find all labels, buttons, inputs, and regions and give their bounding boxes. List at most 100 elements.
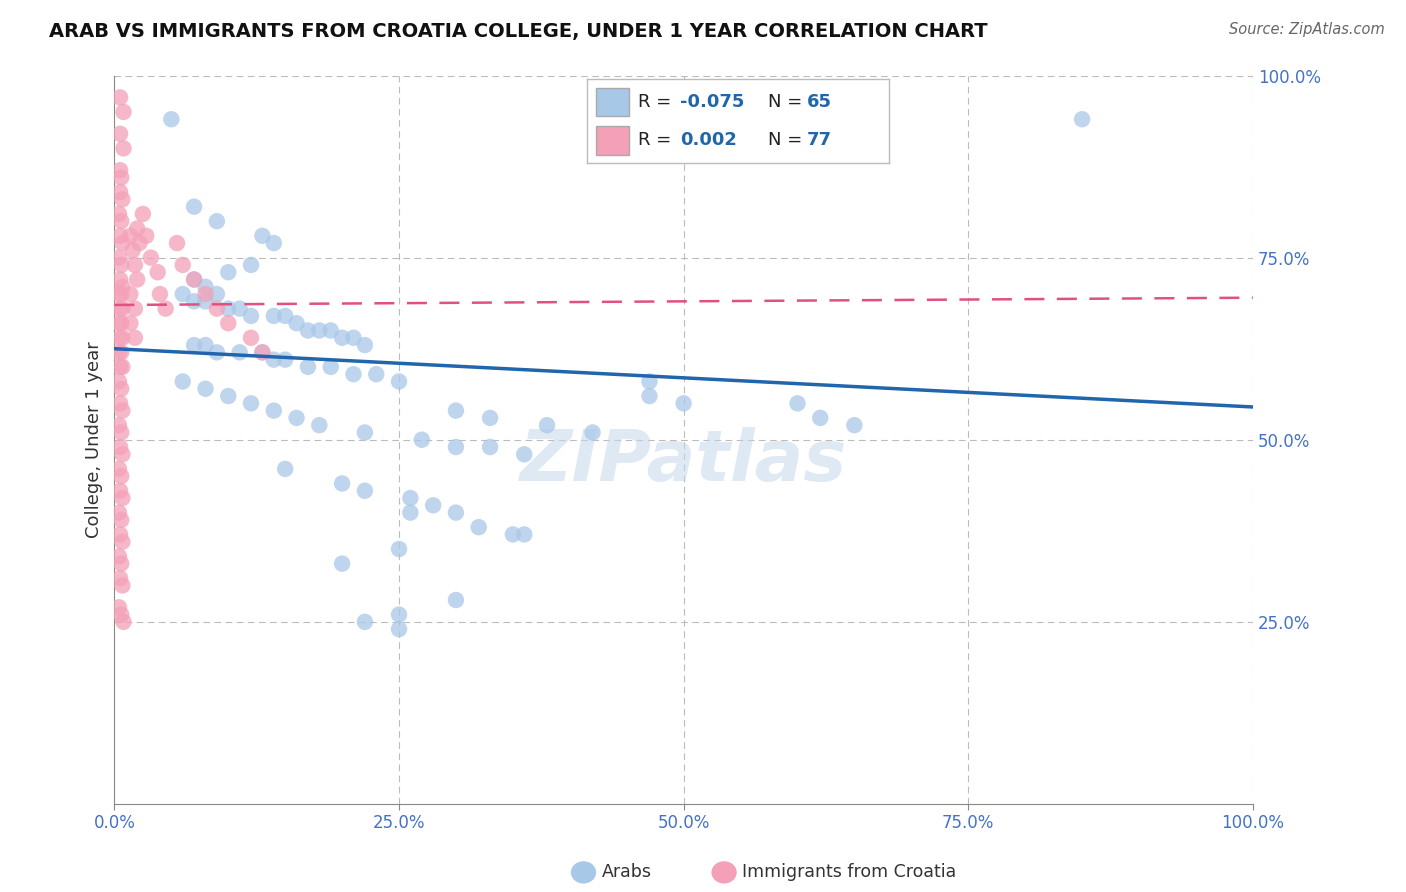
- Point: [388, 541, 411, 556]
- Point: [422, 498, 444, 512]
- Point: [808, 410, 831, 425]
- Point: [120, 316, 142, 330]
- Point: [194, 287, 217, 301]
- Point: [108, 549, 131, 564]
- Point: [108, 483, 131, 498]
- Point: [108, 331, 131, 345]
- Point: [240, 258, 263, 272]
- Point: [112, 104, 135, 119]
- Point: [354, 425, 377, 440]
- Point: [121, 244, 143, 258]
- Point: [411, 433, 433, 447]
- Point: [183, 272, 205, 286]
- Point: [308, 418, 330, 433]
- Point: [444, 593, 467, 607]
- Point: [124, 331, 146, 345]
- Point: [111, 301, 134, 316]
- Point: [399, 506, 422, 520]
- Text: ARAB VS IMMIGRANTS FROM CROATIA COLLEGE, UNDER 1 YEAR CORRELATION CHART: ARAB VS IMMIGRANTS FROM CROATIA COLLEGE,…: [49, 22, 988, 41]
- Point: [108, 359, 131, 374]
- Point: [110, 214, 132, 228]
- Point: [217, 316, 239, 330]
- Point: [205, 214, 228, 228]
- Point: [319, 359, 342, 374]
- Point: [111, 235, 134, 250]
- Point: [108, 440, 131, 454]
- Point: [124, 258, 146, 272]
- Point: [110, 382, 132, 396]
- Point: [297, 323, 319, 337]
- Point: [111, 491, 134, 505]
- Point: [228, 301, 250, 316]
- Point: [252, 345, 274, 359]
- Point: [342, 331, 364, 345]
- Point: [166, 235, 188, 250]
- Point: [172, 287, 194, 301]
- Point: [155, 301, 177, 316]
- Point: [128, 235, 150, 250]
- Y-axis label: College, Under 1 year: College, Under 1 year: [86, 342, 103, 538]
- Point: [228, 345, 250, 359]
- Point: [205, 345, 228, 359]
- Point: [194, 294, 217, 309]
- Point: [388, 375, 411, 389]
- Point: [111, 331, 134, 345]
- Point: [111, 359, 134, 374]
- Point: [111, 447, 134, 461]
- Point: [108, 185, 131, 199]
- Point: [388, 622, 411, 636]
- Point: [274, 352, 297, 367]
- Point: [263, 352, 285, 367]
- Point: [172, 375, 194, 389]
- Point: [444, 506, 467, 520]
- Point: [672, 396, 695, 410]
- Point: [308, 323, 330, 337]
- Text: Immigrants from Croatia: Immigrants from Croatia: [742, 863, 956, 881]
- Point: [330, 331, 353, 345]
- Point: [110, 607, 132, 622]
- Point: [112, 615, 135, 629]
- Point: [513, 447, 536, 461]
- Point: [217, 389, 239, 403]
- Point: [110, 557, 132, 571]
- Point: [342, 367, 364, 381]
- Point: [786, 396, 808, 410]
- Point: [240, 309, 263, 323]
- Point: [108, 251, 131, 265]
- Point: [205, 287, 228, 301]
- Point: [108, 228, 131, 243]
- Point: [110, 287, 132, 301]
- Point: [132, 207, 155, 221]
- Point: [479, 440, 502, 454]
- Point: [127, 272, 149, 286]
- Point: [111, 192, 134, 206]
- Point: [111, 578, 134, 592]
- Point: [330, 557, 353, 571]
- Point: [274, 309, 297, 323]
- Point: [263, 235, 285, 250]
- Point: [638, 389, 661, 403]
- Point: [110, 170, 132, 185]
- Point: [252, 345, 274, 359]
- Point: [205, 301, 228, 316]
- Point: [111, 279, 134, 293]
- Point: [111, 534, 134, 549]
- Point: [217, 301, 239, 316]
- Point: [183, 200, 205, 214]
- Point: [108, 301, 131, 316]
- Point: [274, 462, 297, 476]
- Point: [1071, 112, 1094, 127]
- Point: [217, 265, 239, 279]
- Point: [354, 483, 377, 498]
- Point: [263, 309, 285, 323]
- Point: [110, 425, 132, 440]
- Point: [444, 440, 467, 454]
- Point: [502, 527, 524, 541]
- Point: [240, 331, 263, 345]
- Point: [240, 396, 263, 410]
- Point: [110, 469, 132, 483]
- Point: [581, 425, 603, 440]
- Point: [108, 462, 131, 476]
- Point: [513, 527, 536, 541]
- Point: [120, 228, 142, 243]
